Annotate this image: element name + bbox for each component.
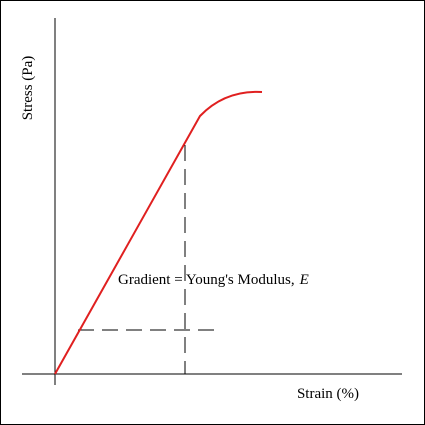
y-axis-label: Stress (Pa) [20,56,36,121]
annotation-symbol: E [299,272,309,288]
annotation-text: Gradient = Young's Modulus, [118,272,295,288]
stress-strain-curve [54,90,263,375]
annotation: Gradient = Young's Modulus, E [118,272,309,288]
x-axis-label: Strain (%) [297,386,359,402]
